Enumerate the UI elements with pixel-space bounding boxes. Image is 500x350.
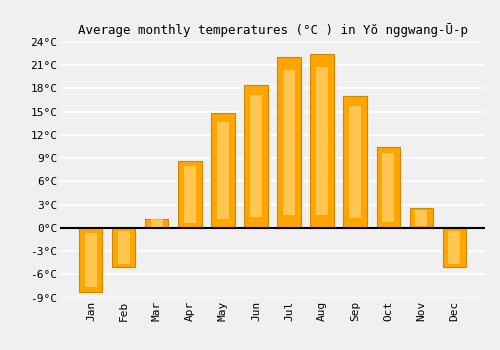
Bar [250,95,262,217]
Bar [184,166,196,223]
Bar [80,228,102,292]
Bar [310,54,334,228]
Bar [348,106,362,218]
Bar [448,231,460,264]
Bar [118,231,130,264]
Bar [216,122,230,219]
Bar [146,218,169,228]
Bar [84,233,97,287]
Bar [212,113,234,228]
Bar [316,67,328,215]
Bar [178,161,202,228]
Bar [376,147,400,228]
Bar [112,228,136,267]
Bar [414,210,428,226]
Bar [382,153,394,222]
Bar [278,57,300,228]
Bar [344,96,366,228]
Bar [410,209,432,228]
Bar [282,70,296,215]
Bar [244,85,268,228]
Title: Average monthly temperatures (°C ) in Yŏ nggwang-Ū-p: Average monthly temperatures (°C ) in Yŏ… [78,23,468,37]
Bar [442,228,466,267]
Bar [150,219,164,227]
